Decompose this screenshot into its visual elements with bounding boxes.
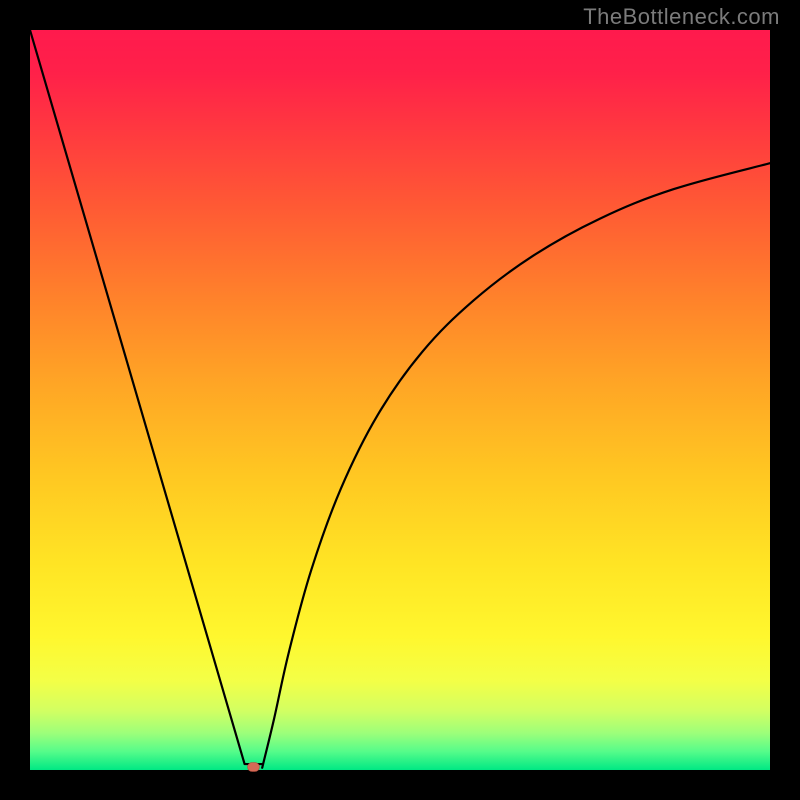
optimum-marker — [248, 763, 260, 772]
watermark-label: TheBottleneck.com — [583, 4, 780, 30]
chart-plot-area — [30, 30, 770, 770]
bottleneck-chart — [0, 0, 800, 800]
chart-container: TheBottleneck.com — [0, 0, 800, 800]
